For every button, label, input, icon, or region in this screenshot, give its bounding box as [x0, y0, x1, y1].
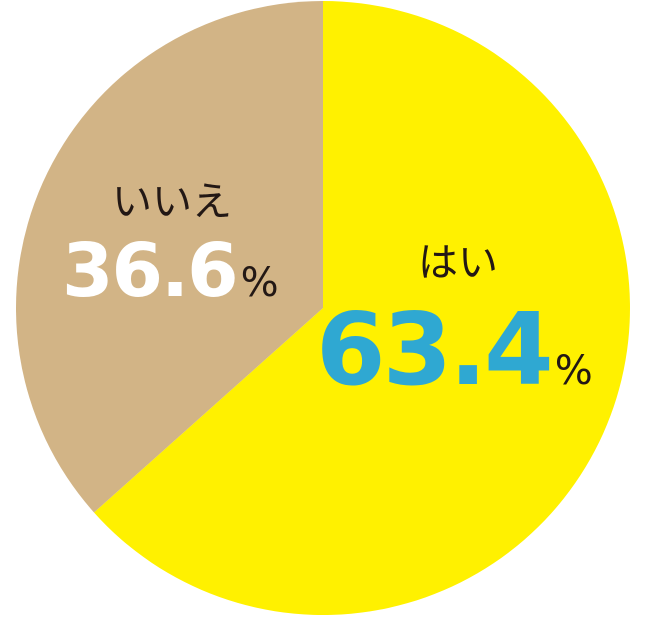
pie-slice-hai	[93, 1, 630, 615]
slice-value-iie: 36.6	[62, 228, 237, 314]
slice-unit-iie: %	[241, 260, 279, 306]
pie-slice-iie	[15, 1, 323, 513]
slice-unit-hai: %	[555, 348, 593, 394]
slice-label-hai: はい	[418, 240, 498, 286]
slice-value-hai: 63.4	[316, 291, 551, 408]
slice-label-iie: いいえ	[112, 179, 232, 225]
slice-value-line-hai: 63.4%	[316, 291, 593, 408]
slice-value-line-iie: 36.6%	[62, 228, 279, 314]
